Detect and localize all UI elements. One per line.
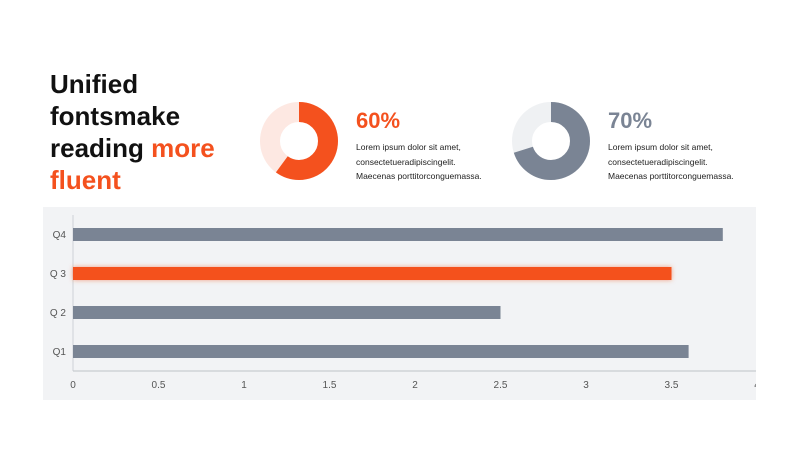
stat-value-2: 70%: [608, 108, 653, 133]
x-tick-label: 2.5: [494, 380, 508, 391]
x-tick-label: 1.5: [323, 380, 337, 391]
stat-description-line: Lorem ipsum dolor sit amet,: [356, 142, 461, 152]
bar-q3: [73, 267, 672, 280]
stat-description-1: Lorem ipsum dolor sit amet, consectetuer…: [356, 140, 516, 184]
donut-fill: [260, 102, 338, 180]
donut-fill: [512, 102, 590, 180]
x-tick-label: 0.5: [152, 380, 166, 391]
x-tick-label: 0: [70, 380, 76, 391]
y-tick-label: Q4: [53, 230, 67, 241]
headline: Unified fontsmake reading more fluent: [50, 68, 260, 196]
headline-plain-word: reading: [50, 133, 144, 163]
stat-description-line: Maecenas porttitorconguemassa.: [608, 171, 734, 181]
stat-description-line: Maecenas porttitorconguemassa.: [356, 171, 482, 181]
stat-description-line: consectetueradipiscingelit.: [356, 156, 456, 167]
y-tick-label: Q 3: [50, 269, 67, 280]
stat-description-2: Lorem ipsum dolor sit amet, consectetuer…: [608, 140, 768, 184]
headline-line-3: reading more: [50, 132, 260, 164]
stat-description-line: consectetueradipiscingelit.: [608, 156, 708, 167]
x-tick-label: 1: [241, 380, 247, 391]
x-tick-label: 2: [412, 380, 418, 391]
x-tick-label: 3: [583, 380, 589, 391]
headline-line-2: fontsmake: [50, 101, 181, 131]
bar-q4: [73, 228, 723, 241]
headline-accent-word: more: [151, 133, 215, 163]
donut-chart-60: [260, 102, 338, 180]
stat-description-line: Lorem ipsum dolor sit amet,: [608, 142, 713, 152]
stat-value-1: 60%: [356, 108, 401, 133]
y-tick-label: Q1: [53, 347, 67, 358]
headline-line-4: fluent: [50, 165, 121, 195]
x-tick-label: 3.5: [665, 380, 679, 391]
y-tick-label: Q 2: [50, 308, 67, 319]
bar-chart-panel: Q1 Q 2 Q 3 Q4 0 0.5 1 1.5 2 2.5 3 3.5 4: [43, 207, 756, 400]
headline-line-1: Unified: [50, 69, 139, 99]
bar-chart: Q1 Q 2 Q 3 Q4 0 0.5 1 1.5 2 2.5 3 3.5 4: [50, 215, 756, 391]
x-tick-label: 4: [754, 380, 756, 391]
bar-q1: [73, 345, 689, 358]
bar-q2: [73, 306, 501, 319]
donut-chart-70: [512, 102, 590, 180]
